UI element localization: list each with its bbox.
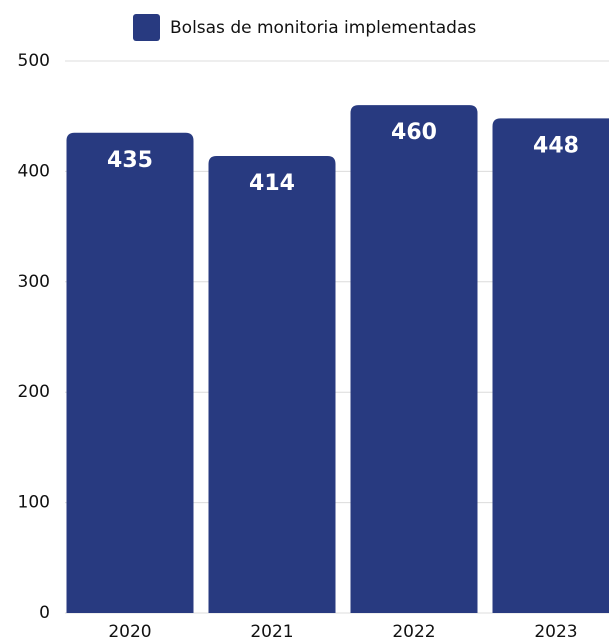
x-tick-label: 2021 [250,622,293,642]
y-tick-label: 100 [18,493,50,513]
y-tick-label: 300 [18,272,50,292]
legend-label: Bolsas de monitoria implementadas [170,18,476,38]
bar [350,105,478,613]
value-label: 414 [249,171,295,196]
x-tick-label: 2023 [534,622,577,642]
value-label: 448 [533,133,579,158]
y-tick-label: 0 [39,603,50,623]
x-tick-label: 2020 [108,622,151,642]
y-tick-label: 200 [18,382,50,402]
x-tick-label: 2022 [392,622,435,642]
bar [66,132,194,613]
y-tick-label: 500 [18,51,50,71]
bar [492,118,609,613]
y-tick-label: 400 [18,161,50,181]
value-label: 460 [391,120,437,145]
legend-swatch [133,14,160,41]
value-label: 435 [107,148,153,173]
bar [208,155,336,613]
